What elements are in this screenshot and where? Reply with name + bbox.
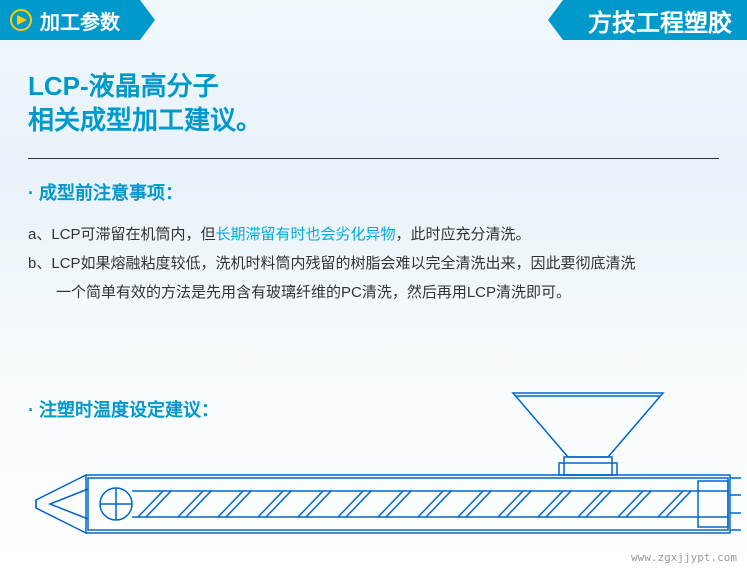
extruder-svg (28, 385, 741, 545)
point-a: a、LCP可滞留在机筒内，但长期滞留有时也会劣化异物，此时应充分清洗。 (28, 221, 719, 248)
point-a-prefix: a、LCP可滞留在机筒内，但 (28, 226, 216, 243)
header-left-tab: 加工参数 (0, 0, 140, 40)
watermark-text: www.zgxjjypt.com (631, 551, 737, 564)
divider-line (28, 158, 719, 159)
point-b-line1: b、LCP如果熔融粘度较低，洗机时料筒内残留的树脂会难以完全清洗出来，因此要彻底… (28, 250, 719, 277)
header-right-label: 方技工程塑胶 (588, 3, 732, 38)
point-a-highlight: 长期滞留有时也会劣化异物 (216, 226, 396, 243)
header-bar: 加工参数 方技工程塑胶 (0, 0, 747, 40)
header-right-brand: 方技工程塑胶 (563, 0, 747, 40)
point-b-line2: 一个简单有效的方法是先用含有玻璃纤维的PC清洗，然后再用LCP清洗即可。 (28, 279, 719, 306)
content-area: LCP-液晶高分子 相关成型加工建议。 · 成型前注意事项： a、LCP可滞留在… (0, 40, 747, 432)
play-icon (10, 9, 32, 31)
section1-heading: · 成型前注意事项： (28, 179, 719, 205)
header-left-label: 加工参数 (40, 6, 120, 35)
extruder-diagram (28, 385, 741, 550)
page-title-line2: 相关成型加工建议。 (28, 104, 719, 138)
page-title-line1: LCP-液晶高分子 (28, 70, 719, 104)
point-a-suffix: ，此时应充分清洗。 (396, 226, 531, 243)
